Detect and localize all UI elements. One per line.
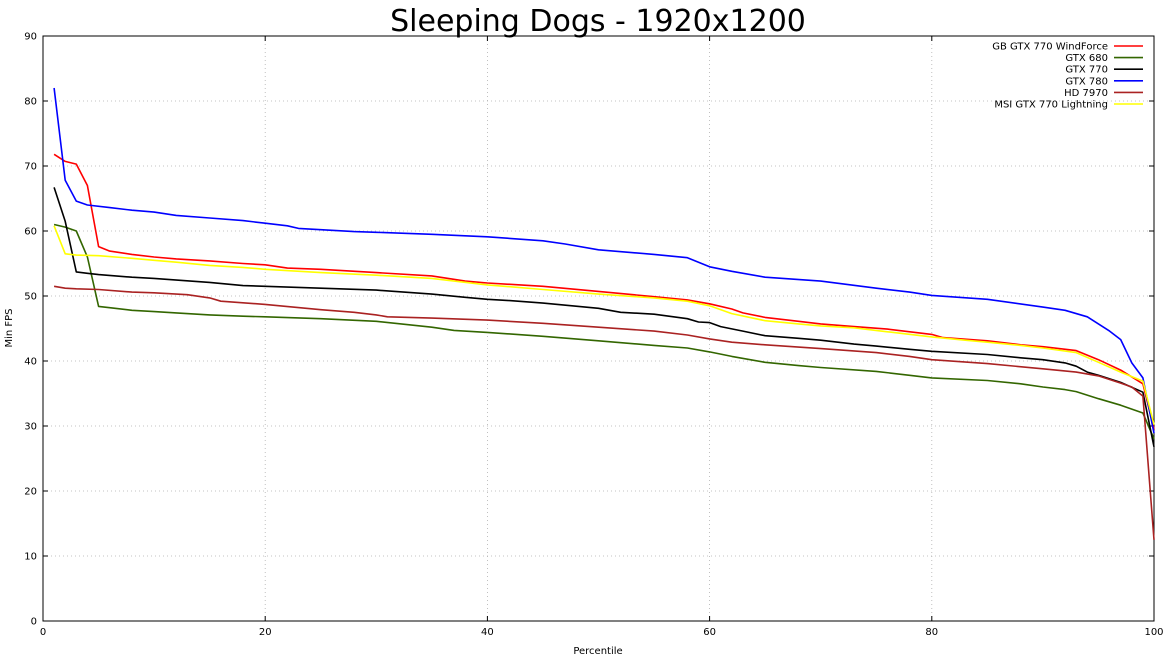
x-tick-label: 20 (259, 627, 272, 638)
series-line-hd-7970 (53, 285, 1155, 540)
y-tick-label: 80 (24, 97, 37, 108)
legend-label-gb-gtx-770-windforce: GB GTX 770 WindForce (992, 42, 1108, 53)
series-layer (53, 87, 1155, 540)
legend-label-gtx-780: GTX 780 (1065, 76, 1108, 87)
x-tick-label: 100 (1144, 627, 1163, 638)
x-tick-label: 40 (481, 627, 494, 638)
y-tick-label: 90 (24, 32, 37, 43)
series-line-gtx-770 (53, 187, 1155, 447)
plot-frame (42, 35, 1155, 622)
y-tick-label: 20 (24, 487, 37, 498)
y-tick-label: 40 (24, 357, 37, 368)
y-tick-label: 50 (24, 292, 37, 303)
chart-title: Sleeping Dogs - 1920x1200 (390, 4, 806, 39)
series-line-gtx-780 (53, 87, 1155, 434)
y-axis-label: Min FPS (4, 308, 15, 347)
y-tick-label: 60 (24, 227, 37, 238)
series-line-gb-gtx-770-windforce (53, 153, 1155, 430)
series-line-msi-gtx-770-lightning (53, 225, 1155, 425)
x-tick-label: 60 (703, 627, 716, 638)
y-tick-label: 70 (24, 162, 37, 173)
grid-lines (43, 36, 1154, 621)
legend-label-gtx-680: GTX 680 (1065, 53, 1108, 64)
x-axis-label: Percentile (573, 646, 622, 657)
y-tick-label: 0 (31, 617, 37, 628)
series-line-gtx-680 (53, 223, 1155, 440)
x-tick-label: 80 (925, 627, 938, 638)
legend-label-gtx-770: GTX 770 (1065, 65, 1108, 76)
legend-label-hd-7970: HD 7970 (1064, 88, 1108, 99)
y-tick-label: 30 (24, 422, 37, 433)
x-tick-label: 0 (40, 627, 46, 638)
legend-label-msi-gtx-770-lightning: MSI GTX 770 Lightning (994, 100, 1108, 111)
y-tick-label: 10 (24, 552, 37, 563)
axis-ticks: 0 20 40 60 80 100 0 10 20 30 40 50 60 70 80 90 (24, 32, 1163, 639)
